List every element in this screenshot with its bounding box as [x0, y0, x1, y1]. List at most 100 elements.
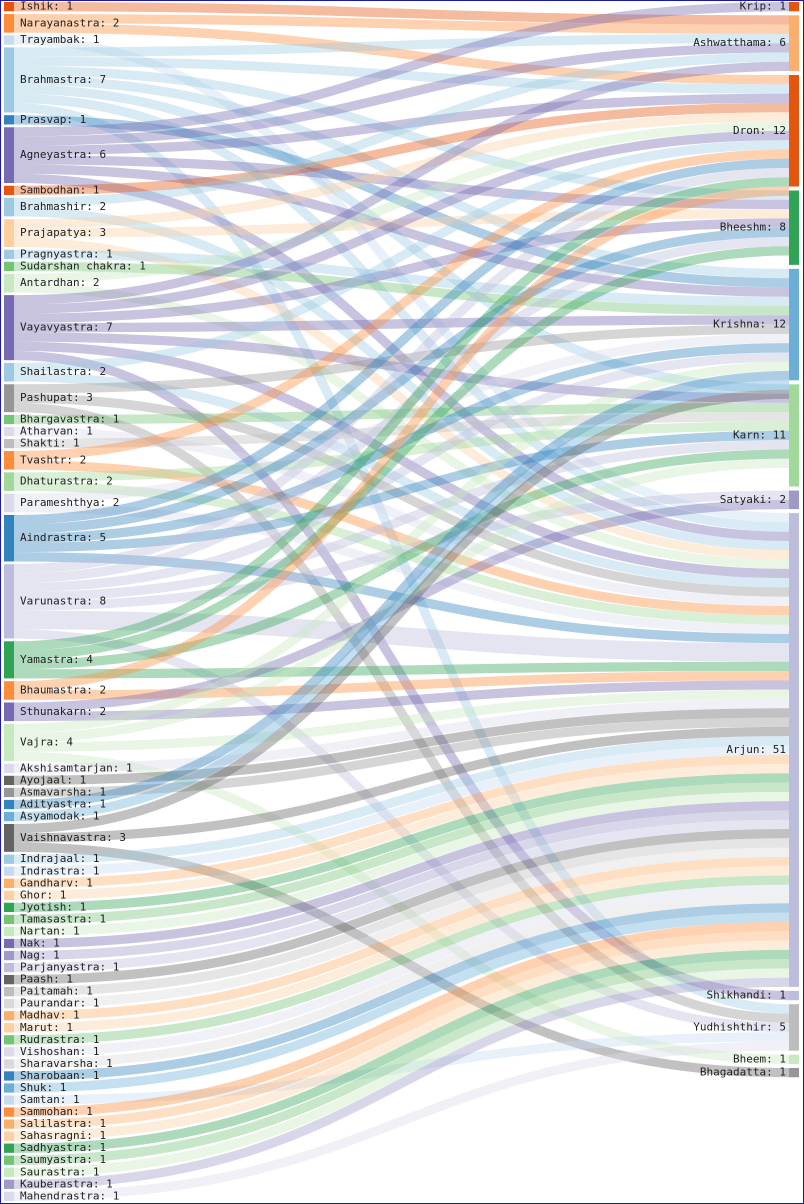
link-brahmashir-to-arjun[interactable]	[13, 207, 790, 551]
link-vayavyastra-to-krishna[interactable]	[13, 315, 790, 333]
link-yamastra-to-bheeshm[interactable]	[13, 246, 790, 660]
source-node-agneyastra[interactable]	[4, 127, 14, 183]
link-samtan-to-yudhishthir[interactable]	[13, 1032, 790, 1105]
link-varunastra-to-krishna[interactable]	[13, 352, 790, 593]
source-node-sharobaan[interactable]	[4, 1071, 14, 1081]
link-nag-to-arjun[interactable]	[13, 810, 790, 961]
link-brahmastra-to-dron[interactable]	[13, 56, 790, 94]
link-salilastra-to-arjun[interactable]	[13, 931, 790, 1129]
source-node-dhaturastra[interactable]	[4, 472, 14, 491]
source-node-saurastra[interactable]	[4, 1167, 14, 1177]
source-node-paitamah[interactable]	[4, 987, 14, 997]
target-node-yudhishthir[interactable]	[789, 1004, 799, 1051]
link-pashupat-to-arjun[interactable]	[13, 393, 790, 597]
source-node-yamastra[interactable]	[4, 641, 14, 679]
link-aindrastra-to-dron[interactable]	[13, 158, 790, 525]
link-vayavyastra-to-shikhandi[interactable]	[13, 350, 790, 1001]
link-varunastra-to-karn[interactable]	[13, 440, 790, 602]
source-node-trayambak[interactable]	[4, 35, 14, 45]
link-brahmastra-to-krishna[interactable]	[13, 75, 790, 279]
link-asyamodak-to-krishna[interactable]	[13, 380, 790, 822]
link-madhav-to-arjun[interactable]	[13, 856, 790, 1021]
source-node-indrajaal[interactable]	[4, 854, 14, 864]
source-node-aindrastra[interactable]	[4, 514, 14, 562]
source-node-prasvap[interactable]	[4, 115, 14, 125]
link-agneyastra-to-dron[interactable]	[13, 93, 790, 156]
link-pashupat-to-yudhishthir[interactable]	[13, 402, 790, 1023]
link-brahmashir-to-ashwatthama[interactable]	[13, 52, 790, 208]
link-aindrastra-to-arjun[interactable]	[13, 552, 790, 644]
link-gandharv-to-arjun[interactable]	[13, 754, 790, 888]
source-node-nartan[interactable]	[4, 926, 14, 937]
source-node-atharvan[interactable]	[4, 426, 14, 437]
source-node-narayanastra[interactable]	[4, 14, 14, 33]
link-agneyastra-to-krip[interactable]	[13, 2, 790, 137]
target-node-krishna[interactable]	[789, 268, 799, 381]
link-brahmastra-to-bheeshm[interactable]	[13, 65, 790, 200]
link-vayavyastra-to-dron[interactable]	[13, 130, 790, 314]
target-node-satyaki[interactable]	[789, 490, 799, 510]
link-parameshthya-to-krishna[interactable]	[13, 333, 790, 503]
source-node-vayavyastra[interactable]	[4, 295, 14, 361]
link-vayavyastra-to-ashwatthama[interactable]	[13, 61, 790, 305]
source-node-nag[interactable]	[4, 950, 14, 961]
link-vajra-to-krishna[interactable]	[13, 361, 790, 734]
target-node-bheeshm[interactable]	[789, 190, 799, 265]
link-agneyastra-to-bheeshm[interactable]	[13, 155, 790, 210]
link-brahmastra-to-ashwatthama[interactable]	[13, 33, 790, 57]
link-nartan-to-arjun[interactable]	[13, 791, 790, 937]
source-node-prajapatya[interactable]	[4, 219, 14, 247]
link-vishoshan-to-arjun[interactable]	[13, 884, 790, 1057]
link-tvashtr-to-dron[interactable]	[13, 149, 790, 461]
link-shailastra-to-arjun[interactable]	[13, 372, 790, 588]
source-node-asyamodak[interactable]	[4, 811, 14, 822]
link-nak-to-arjun[interactable]	[13, 801, 790, 949]
source-node-bhargavastra[interactable]	[4, 414, 14, 425]
source-node-bhaumastra[interactable]	[4, 681, 14, 700]
source-node-shakti[interactable]	[4, 438, 14, 449]
source-node-vajra[interactable]	[4, 723, 14, 761]
target-node-dron[interactable]	[789, 75, 799, 187]
link-shailastra-to-dron[interactable]	[13, 140, 790, 373]
target-node-arjun[interactable]	[789, 513, 799, 987]
link-vayavyastra-to-karn[interactable]	[13, 332, 790, 403]
source-node-indrastra[interactable]	[4, 866, 14, 876]
link-aindrastra-to-krishna[interactable]	[13, 343, 790, 543]
source-node-madhav[interactable]	[4, 1011, 14, 1021]
source-node-parjanyastra[interactable]	[4, 962, 14, 973]
target-node-bheem[interactable]	[789, 1054, 799, 1064]
link-vajra-to-bheem[interactable]	[13, 751, 790, 1064]
link-dhaturastra-to-karn[interactable]	[13, 421, 790, 482]
source-node-marut[interactable]	[4, 1023, 14, 1033]
source-node-sambodhan[interactable]	[4, 185, 14, 196]
source-node-tvashtr[interactable]	[4, 450, 14, 470]
link-jyotish-to-arjun[interactable]	[13, 773, 790, 913]
link-paitamah-to-arjun[interactable]	[13, 838, 790, 997]
source-node-rudrastra[interactable]	[4, 1035, 14, 1045]
link-paurandar-to-arjun[interactable]	[13, 847, 790, 1009]
link-agneyastra-to-arjun[interactable]	[13, 173, 790, 541]
link-saumyastra-to-arjun[interactable]	[13, 959, 790, 1165]
link-aindrastra-to-karn[interactable]	[13, 430, 790, 553]
source-node-sharavarsha[interactable]	[4, 1059, 14, 1069]
link-akshisamtarjan-to-arjun[interactable]	[13, 698, 790, 774]
link-sammohan-to-arjun[interactable]	[13, 921, 790, 1117]
link-antardhan-to-arjun[interactable]	[13, 283, 790, 569]
link-pragnyastra-to-krishna[interactable]	[13, 249, 790, 307]
source-node-brahmastra[interactable]	[4, 47, 14, 113]
link-tamasastra-to-arjun[interactable]	[13, 782, 790, 925]
link-brahmastra-to-arjun[interactable]	[13, 93, 790, 532]
source-node-vishoshan[interactable]	[4, 1047, 14, 1057]
source-node-kauberastra[interactable]	[4, 1179, 14, 1189]
link-sadhyastra-to-arjun[interactable]	[13, 949, 790, 1153]
link-narayanastra-to-ashwatthama[interactable]	[13, 14, 790, 34]
link-sambodhan-to-dron[interactable]	[13, 102, 790, 196]
source-node-sammohan[interactable]	[4, 1107, 14, 1117]
link-agneyastra-to-ashwatthama[interactable]	[13, 43, 790, 146]
link-shuk-to-arjun[interactable]	[13, 912, 790, 1093]
link-ishik-to-ashwatthama[interactable]	[13, 2, 790, 25]
source-node-paurandar[interactable]	[4, 999, 14, 1009]
link-parjanyastra-to-arjun[interactable]	[13, 819, 790, 973]
link-saurastra-to-arjun[interactable]	[13, 968, 790, 1177]
link-brahmastra-to-yudhishthir[interactable]	[13, 103, 790, 1014]
